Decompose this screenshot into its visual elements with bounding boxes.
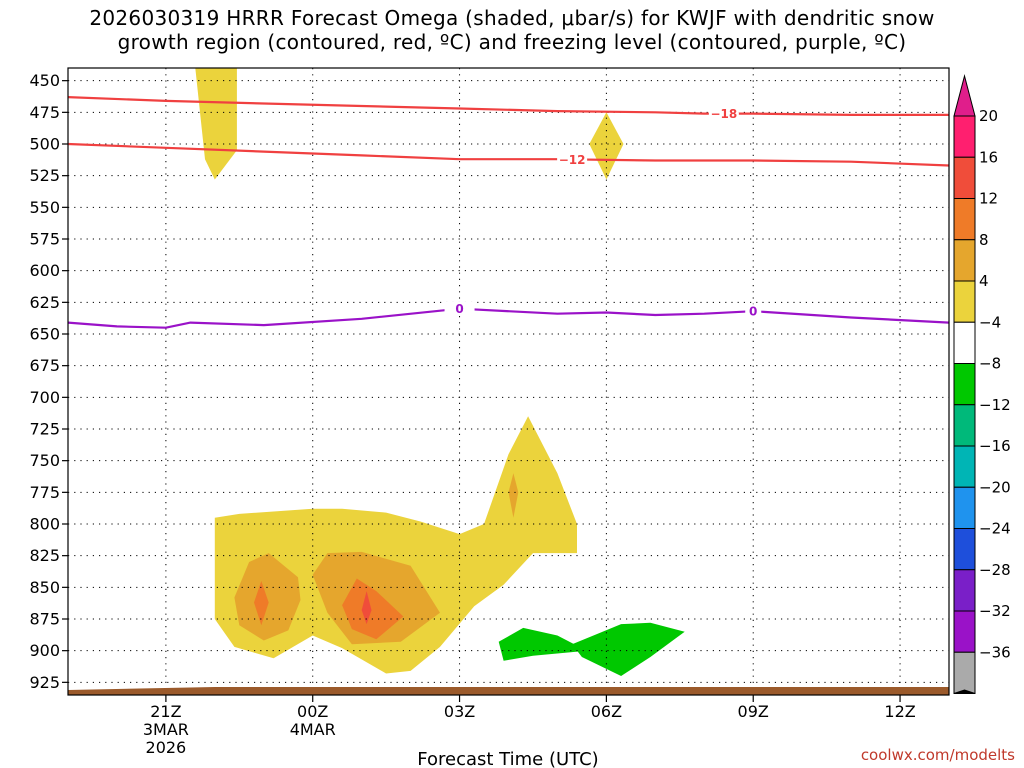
y-tick-label-925: 925	[29, 673, 60, 692]
colorbar-swatch-10	[953, 528, 976, 571]
dgz-minus18-label: −18	[710, 107, 737, 121]
y-tick-label-700: 700	[29, 388, 60, 407]
colorbar-label-13: −36	[979, 643, 1011, 661]
freezing-level-0-label-bg-2	[745, 304, 762, 319]
credit-text: coolwx.com/modelts	[861, 746, 1015, 764]
colorbar-swatch-11	[953, 569, 976, 612]
colorbar-swatch-1	[953, 156, 976, 199]
y-tick-label-600: 600	[29, 261, 60, 280]
y-tick-label-725: 725	[29, 420, 60, 439]
omega-region-16-8	[361, 591, 372, 625]
freezing-level-0-label: 0	[455, 302, 463, 316]
freezing-level-0-label-2: 0	[749, 305, 757, 319]
y-tick-label-525: 525	[29, 166, 60, 185]
x-tick-label-00Z: 00Z	[297, 702, 328, 721]
colorbar-bottom-arrow	[953, 689, 976, 694]
y-tick-label-625: 625	[29, 293, 60, 312]
omega-region-8-3	[234, 553, 301, 641]
omega-region-4-0	[195, 68, 237, 180]
omega-region-4-2	[214, 416, 578, 674]
colorbar-swatch-13	[953, 651, 976, 694]
dgz-minus18-label-bg	[708, 106, 739, 121]
title-line-2: growth region (contoured, red, ºC) and f…	[117, 30, 907, 54]
plot-frame	[67, 67, 950, 696]
x-tick-label-06Z: 06Z	[591, 702, 622, 721]
colorbar-swatch-7	[953, 404, 976, 447]
colorbar-swatch-12	[953, 610, 976, 653]
y-tick-label-550: 550	[29, 198, 60, 217]
colorbar-label-6: −8	[979, 355, 1001, 373]
y-tick-label-500: 500	[29, 135, 60, 154]
omega-region-neg4-9	[498, 627, 587, 661]
x-tick-label-12Z: 12Z	[884, 702, 915, 721]
chart-title: 2026030319 HRRR Forecast Omega (shaded, …	[0, 6, 1024, 54]
omega-region-8-5	[508, 473, 519, 518]
colorbar-swatch-5	[953, 321, 976, 364]
colorbar-label-7: −12	[979, 396, 1011, 414]
colorbar-swatch-9	[953, 486, 976, 529]
y-tick-label-825: 825	[29, 546, 60, 565]
omega-region-4-1	[589, 112, 624, 180]
y-tick-label-575: 575	[29, 230, 60, 249]
y-tick-label-750: 750	[29, 451, 60, 470]
colorbar-label-3: 8	[979, 231, 989, 249]
y-tick-label-850: 850	[29, 578, 60, 597]
x-tick-date-00Z: 4MAR	[290, 720, 336, 739]
colorbar-label-9: −20	[979, 478, 1011, 496]
omega-region-12-7	[342, 578, 404, 640]
colorbar-swatch-0	[953, 115, 976, 158]
colorbar-label-12: −32	[979, 602, 1011, 620]
colorbar-label-8: −16	[979, 437, 1011, 455]
title-line-1: 2026030319 HRRR Forecast Omega (shaded, …	[89, 6, 935, 30]
omega-region-neg4-10	[572, 622, 685, 676]
x-tick-label-21Z: 21Z	[150, 702, 181, 721]
ground-surface	[68, 687, 949, 695]
y-tick-label-875: 875	[29, 610, 60, 629]
colorbar-swatch-8	[953, 445, 976, 488]
dgz-minus12-contour	[68, 142, 949, 167]
colorbar-label-10: −24	[979, 520, 1011, 538]
colorbar-label-11: −28	[979, 561, 1011, 579]
x-tick-label-09Z: 09Z	[738, 702, 769, 721]
omega-region-12-6	[254, 581, 269, 626]
y-tick-label-900: 900	[29, 641, 60, 660]
colorbar-label-1: 16	[979, 148, 998, 166]
colorbar-label-4: 4	[979, 272, 989, 290]
x-tick-label-03Z: 03Z	[444, 702, 475, 721]
x-axis-title: Forecast Time (UTC)	[417, 749, 598, 768]
colorbar-top-arrow	[953, 74, 976, 117]
colorbar-swatch-3	[953, 239, 976, 282]
freezing-level-0-contour	[68, 307, 949, 329]
y-tick-label-775: 775	[29, 483, 60, 502]
x-tick-date-21Z: 3MAR	[143, 720, 189, 739]
x-tick-year-21Z: 2026	[146, 738, 187, 757]
y-tick-label-675: 675	[29, 356, 60, 375]
y-tick-label-450: 450	[29, 71, 60, 90]
colorbar-swatch-6	[953, 363, 976, 406]
dgz-minus12-label: −12	[559, 153, 586, 167]
dgz-minus18-contour	[68, 96, 949, 116]
colorbar-label-2: 12	[979, 190, 998, 208]
dgz-minus12-label-bg	[557, 152, 588, 167]
colorbar-swatch-2	[953, 198, 976, 241]
y-tick-label-475: 475	[29, 103, 60, 122]
colorbar: 20 16 12 8 4 −4 −8 −12 −16 −20 −24 −28 −32 −36	[953, 74, 1011, 694]
y-tick-label-800: 800	[29, 515, 60, 534]
colorbar-label-0: 20	[979, 107, 998, 125]
colorbar-label-5: −4	[979, 313, 1001, 331]
y-tick-label-650: 650	[29, 325, 60, 344]
colorbar-swatch-4	[953, 280, 976, 323]
freezing-level-0-label-bg	[444, 301, 475, 316]
